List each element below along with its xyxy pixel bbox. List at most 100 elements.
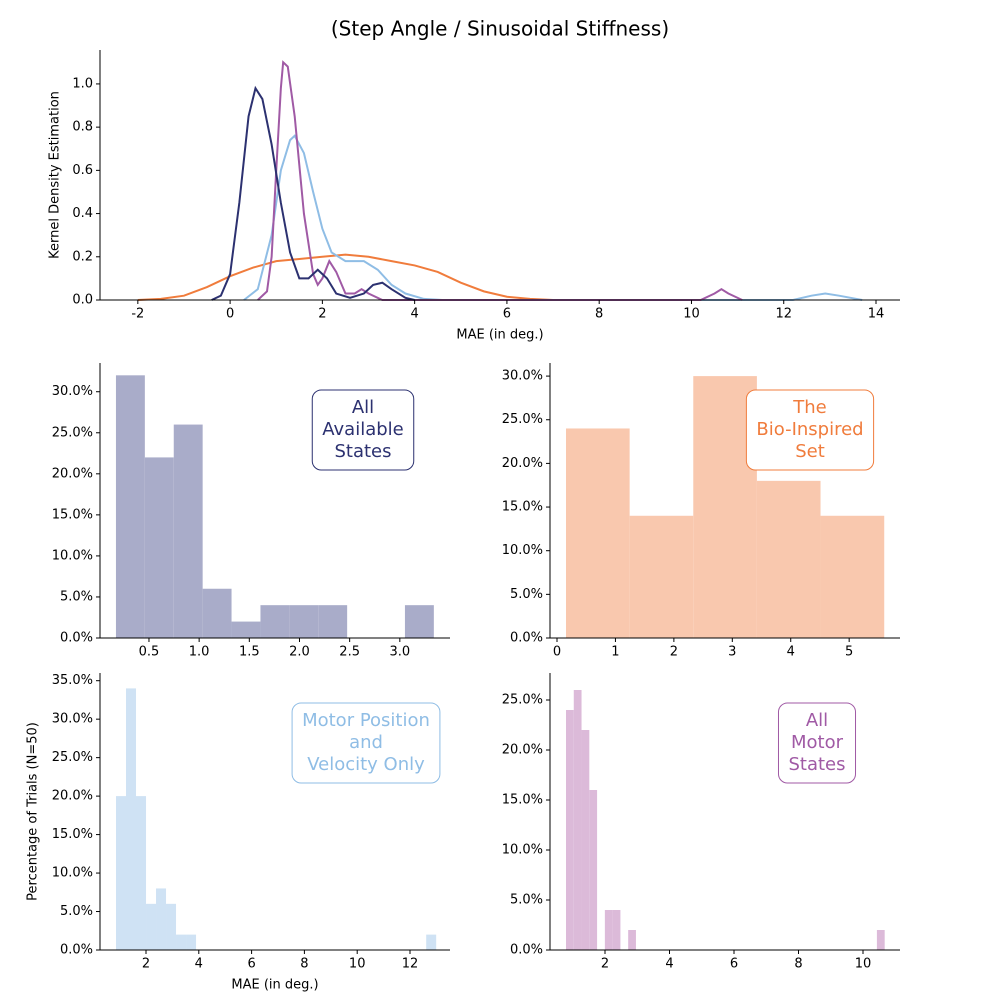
bar [115,375,145,638]
bar [573,690,582,950]
y-tick-label: 30.0% [52,712,93,727]
y-tick-label: 25.0% [502,412,543,427]
bar [589,790,598,950]
x-tick-label: 6 [247,957,255,972]
y-tick-label: 0.4 [72,206,93,221]
y-tick-label: 0.0% [510,631,543,646]
x-tick-label: 2 [142,957,150,972]
x-tick-label: 10 [855,957,872,972]
subplot: 2 4 6 8 10 0.0% 5.0% 10.0% 15.0% 20.0% 25.0% AllMot… [502,673,900,972]
x-tick-label: 4 [665,957,673,972]
x-tick-label: 5 [845,645,853,660]
x-tick-label: 8 [300,957,308,972]
y-tick-label: 10.0% [502,543,543,558]
bar [260,605,290,638]
y-tick-label: 20.0% [52,789,93,804]
bar [876,930,885,950]
y-tick-label: 0.8 [72,120,93,135]
bar [144,457,174,638]
y-tick-label: 0.0% [60,631,93,646]
x-tick-label: 4 [195,957,203,972]
x-tick-label: 8 [794,957,802,972]
bar [612,910,621,950]
y-tick-label: 0.0 [72,293,93,308]
y-tick-label: 15.0% [502,793,543,808]
y-tick-label: 10.0% [52,548,93,563]
y-tick-label: 30.0% [52,384,93,399]
x-tick-label: 12 [775,307,792,322]
y-tick-label: 1.0 [72,76,93,91]
annotation-text: Bio-Inspired [756,419,863,440]
x-tick-label: 1.0 [189,645,210,660]
bar [176,934,187,950]
y-tick-label: 0.0% [60,943,93,958]
annotation-text: States [334,441,391,462]
x-tick-label: 3 [728,645,736,660]
y-tick-label: 15.0% [52,827,93,842]
y-tick-label: 30.0% [502,369,543,384]
y-tick-label: 5.0% [510,893,543,908]
x-tick-label: 2 [318,307,326,322]
annotation-text: Velocity Only [307,754,425,775]
bar [231,621,261,638]
x-tick-label: 10 [683,307,700,322]
x-tick-label: 1 [611,645,619,660]
annotation-box [777,702,857,784]
y-tick-label: 20.0% [502,456,543,471]
annotation-text: Motor Position [302,710,430,731]
y-tick-label: 0.0% [510,943,543,958]
x-tick-label: 2 [601,957,609,972]
bar [136,796,147,950]
x-tick-label: 2.5 [339,645,360,660]
bar [156,888,167,950]
bar [426,934,437,950]
annotation-box [745,389,875,471]
x-tick-label: 4 [411,307,419,322]
x-tick-label: 10 [349,957,366,972]
bar [628,930,636,950]
y-tick-label: 15.0% [502,500,543,515]
bar [166,903,177,950]
annotation-text: Motor [791,732,844,753]
y-tick-label: 35.0% [52,673,93,688]
annotation-box [291,702,441,784]
subplot: (Step Angle / Sinusoidal Stiffness) -2 0 2 4… [48,17,900,343]
bar [565,710,574,950]
x-tick-label: 6 [730,957,738,972]
y-tick-label: 20.0% [502,743,543,758]
y-axis-label: Kernel Density Estimation [48,91,63,259]
subplot: 0.5 1.0 1.5 2.0 2.5 3.0 0.0% 5.0% 10.0% 15.0% 20.0… [52,363,450,660]
bar [318,605,348,638]
y-tick-label: 0.6 [72,163,93,178]
y-tick-label: 5.0% [60,589,93,604]
bar [820,515,885,638]
x-tick-label: 0.5 [139,645,160,660]
subplot: 0 1 2 3 4 5 0.0% 5.0% 10.0% 15.0% 20.0% 25.0% 30.0% T… [502,363,900,660]
annotation-text: Set [795,441,825,462]
annotation-text: All [806,710,828,731]
x-tick-label: 0 [226,307,234,322]
x-tick-label: 12 [402,957,419,972]
x-axis-label: MAE (in deg.) [456,328,543,343]
y-tick-label: 25.0% [502,693,543,708]
kde-line [137,253,554,301]
bar [186,934,197,950]
kde-line [211,85,415,301]
x-tick-label: 3.0 [389,645,410,660]
annotation-text: and [349,732,383,753]
bar [126,688,137,950]
bar [566,428,630,638]
x-tick-label: 6 [503,307,511,322]
y-tick-label: 25.0% [52,425,93,440]
x-tick-label: 2.0 [289,645,310,660]
y-axis-label: Percentage of Trials (N=50) [26,722,41,901]
y-tick-label: 10.0% [52,866,93,881]
y-tick-label: 5.0% [60,904,93,919]
x-tick-label: 4 [787,645,795,660]
x-tick-label: 14 [868,307,885,322]
bar [115,796,127,950]
bar [581,730,590,950]
subplot: 2 4 6 8 10 12 0.0% 5.0% 10.0% 15.0% 20.0% 25.0% 30.0… [26,673,450,993]
bar [756,480,821,638]
x-tick-label: 2 [670,645,678,660]
